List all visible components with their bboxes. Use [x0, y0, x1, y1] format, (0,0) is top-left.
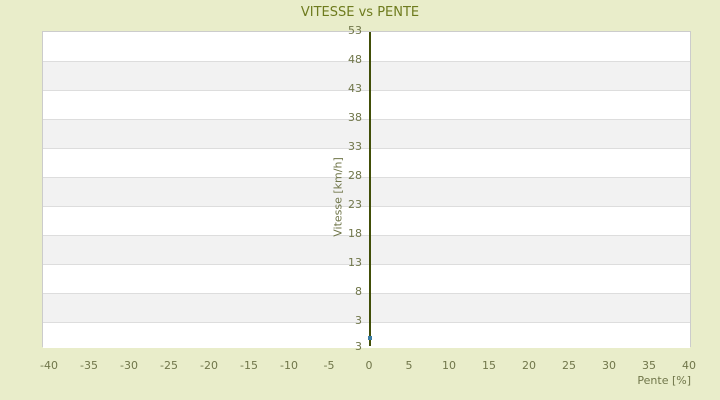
- grid-band: [43, 293, 690, 322]
- x-tick-label: -20: [200, 359, 218, 372]
- x-tick-label: -25: [160, 359, 178, 372]
- y-tick-label: 3: [355, 314, 362, 327]
- y-tick-label: 8: [355, 285, 362, 298]
- gridline: [43, 206, 690, 207]
- x-tick-label: -30: [120, 359, 138, 372]
- x-tick-label: -35: [80, 359, 98, 372]
- grid-band: [43, 148, 690, 177]
- gridline: [43, 119, 690, 120]
- x-tick-label: 25: [562, 359, 576, 372]
- gridline: [43, 61, 690, 62]
- y-tick-label: 28: [348, 169, 362, 182]
- x-tick-label: 35: [642, 359, 656, 372]
- x-tick-label: 15: [482, 359, 496, 372]
- grid-band: [43, 322, 690, 348]
- x-tick-label: 0: [365, 359, 373, 372]
- grid-band: [43, 177, 690, 206]
- grid-band: [43, 264, 690, 293]
- grid-band: [43, 90, 690, 119]
- grid-band: [43, 206, 690, 235]
- grid-band: [43, 32, 690, 61]
- grid-band: [43, 61, 690, 90]
- grid-band: [43, 119, 690, 148]
- y-axis-bottom-edge-label: 3: [355, 340, 362, 353]
- y-tick-label: 18: [348, 227, 362, 240]
- x-tick-label: 10: [442, 359, 456, 372]
- y-tick-label: 43: [348, 82, 362, 95]
- x-tick-label: -10: [280, 359, 298, 372]
- y-tick-label: 53: [348, 24, 362, 37]
- y-tick-label: 38: [348, 111, 362, 124]
- gridline: [43, 264, 690, 265]
- x-tick-label: -5: [323, 359, 335, 372]
- y-tick-label: 33: [348, 140, 362, 153]
- chart-title: VITESSE vs PENTE: [300, 5, 420, 20]
- data-point: [368, 335, 372, 340]
- y-tick-label: 13: [348, 256, 362, 269]
- gridline: [43, 90, 690, 91]
- y-tick-label: 23: [348, 198, 362, 211]
- gridline: [43, 293, 690, 294]
- x-tick-label: 30: [602, 359, 616, 372]
- y-axis-line: [369, 32, 371, 346]
- gridline: [43, 235, 690, 236]
- y-tick-label: 48: [348, 53, 362, 66]
- x-axis-title: Pente [%]: [637, 374, 691, 387]
- grid-band: [43, 235, 690, 264]
- x-tick-label: 20: [522, 359, 536, 372]
- x-tick-label: -40: [40, 359, 58, 372]
- gridline: [43, 177, 690, 178]
- x-tick-label: 40: [682, 359, 696, 372]
- gridline: [43, 148, 690, 149]
- plot-area: [42, 31, 691, 348]
- gridline: [43, 322, 690, 323]
- x-tick-label: -15: [240, 359, 258, 372]
- x-tick-label: 5: [405, 359, 413, 372]
